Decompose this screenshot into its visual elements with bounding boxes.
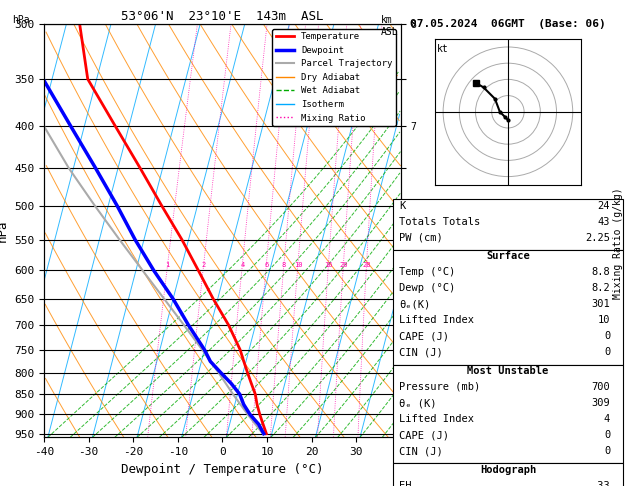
Text: Pressure (mb): Pressure (mb): [399, 382, 481, 392]
Text: K: K: [399, 201, 406, 211]
Text: 309: 309: [591, 398, 610, 408]
Text: 43: 43: [598, 217, 610, 227]
Text: CIN (J): CIN (J): [399, 347, 443, 358]
Text: PW (cm): PW (cm): [399, 233, 443, 243]
Title: 53°06'N  23°10'E  143m  ASL: 53°06'N 23°10'E 143m ASL: [121, 10, 324, 23]
Text: 1: 1: [165, 261, 170, 267]
Text: θₑ(K): θₑ(K): [399, 299, 431, 310]
Text: 0: 0: [604, 347, 610, 358]
Text: 16: 16: [324, 261, 333, 267]
Legend: Temperature, Dewpoint, Parcel Trajectory, Dry Adiabat, Wet Adiabat, Isotherm, Mi: Temperature, Dewpoint, Parcel Trajectory…: [272, 29, 396, 126]
Text: 301: 301: [591, 299, 610, 310]
Text: Temp (°C): Temp (°C): [399, 267, 455, 278]
Text: 10: 10: [294, 261, 302, 267]
Text: CAPE (J): CAPE (J): [399, 430, 449, 440]
Text: LCL: LCL: [408, 433, 426, 442]
Text: CIN (J): CIN (J): [399, 446, 443, 456]
Text: 10: 10: [598, 315, 610, 326]
Text: 4: 4: [604, 414, 610, 424]
Text: hPa: hPa: [13, 15, 30, 25]
Text: 4: 4: [240, 261, 245, 267]
Text: Most Unstable: Most Unstable: [467, 366, 548, 376]
Text: 2: 2: [201, 261, 206, 267]
Text: Surface: Surface: [486, 251, 530, 261]
Text: Totals Totals: Totals Totals: [399, 217, 481, 227]
Text: 28: 28: [362, 261, 370, 267]
Text: 07.05.2024  06GMT  (Base: 06): 07.05.2024 06GMT (Base: 06): [410, 19, 606, 30]
Text: 6: 6: [264, 261, 269, 267]
Text: kt: kt: [437, 44, 448, 54]
Text: ASL: ASL: [381, 27, 398, 37]
Text: 0: 0: [604, 430, 610, 440]
X-axis label: Dewpoint / Temperature (°C): Dewpoint / Temperature (°C): [121, 463, 324, 476]
Text: Lifted Index: Lifted Index: [399, 315, 474, 326]
Text: Lifted Index: Lifted Index: [399, 414, 474, 424]
Text: Dewp (°C): Dewp (°C): [399, 283, 455, 294]
Text: 8: 8: [282, 261, 286, 267]
Text: km: km: [381, 15, 392, 25]
Text: EH: EH: [399, 481, 412, 486]
Text: 24: 24: [598, 201, 610, 211]
Text: 2.25: 2.25: [585, 233, 610, 243]
Text: θₑ (K): θₑ (K): [399, 398, 437, 408]
Text: 700: 700: [591, 382, 610, 392]
Text: 8.8: 8.8: [591, 267, 610, 278]
Text: 8.2: 8.2: [591, 283, 610, 294]
Text: 0: 0: [604, 331, 610, 342]
Text: -33: -33: [591, 481, 610, 486]
Text: CAPE (J): CAPE (J): [399, 331, 449, 342]
Text: Mixing Ratio (g/kg): Mixing Ratio (g/kg): [613, 187, 623, 299]
Text: 0: 0: [604, 446, 610, 456]
Text: Hodograph: Hodograph: [480, 465, 536, 475]
Y-axis label: hPa: hPa: [0, 220, 9, 242]
Text: 20: 20: [339, 261, 348, 267]
